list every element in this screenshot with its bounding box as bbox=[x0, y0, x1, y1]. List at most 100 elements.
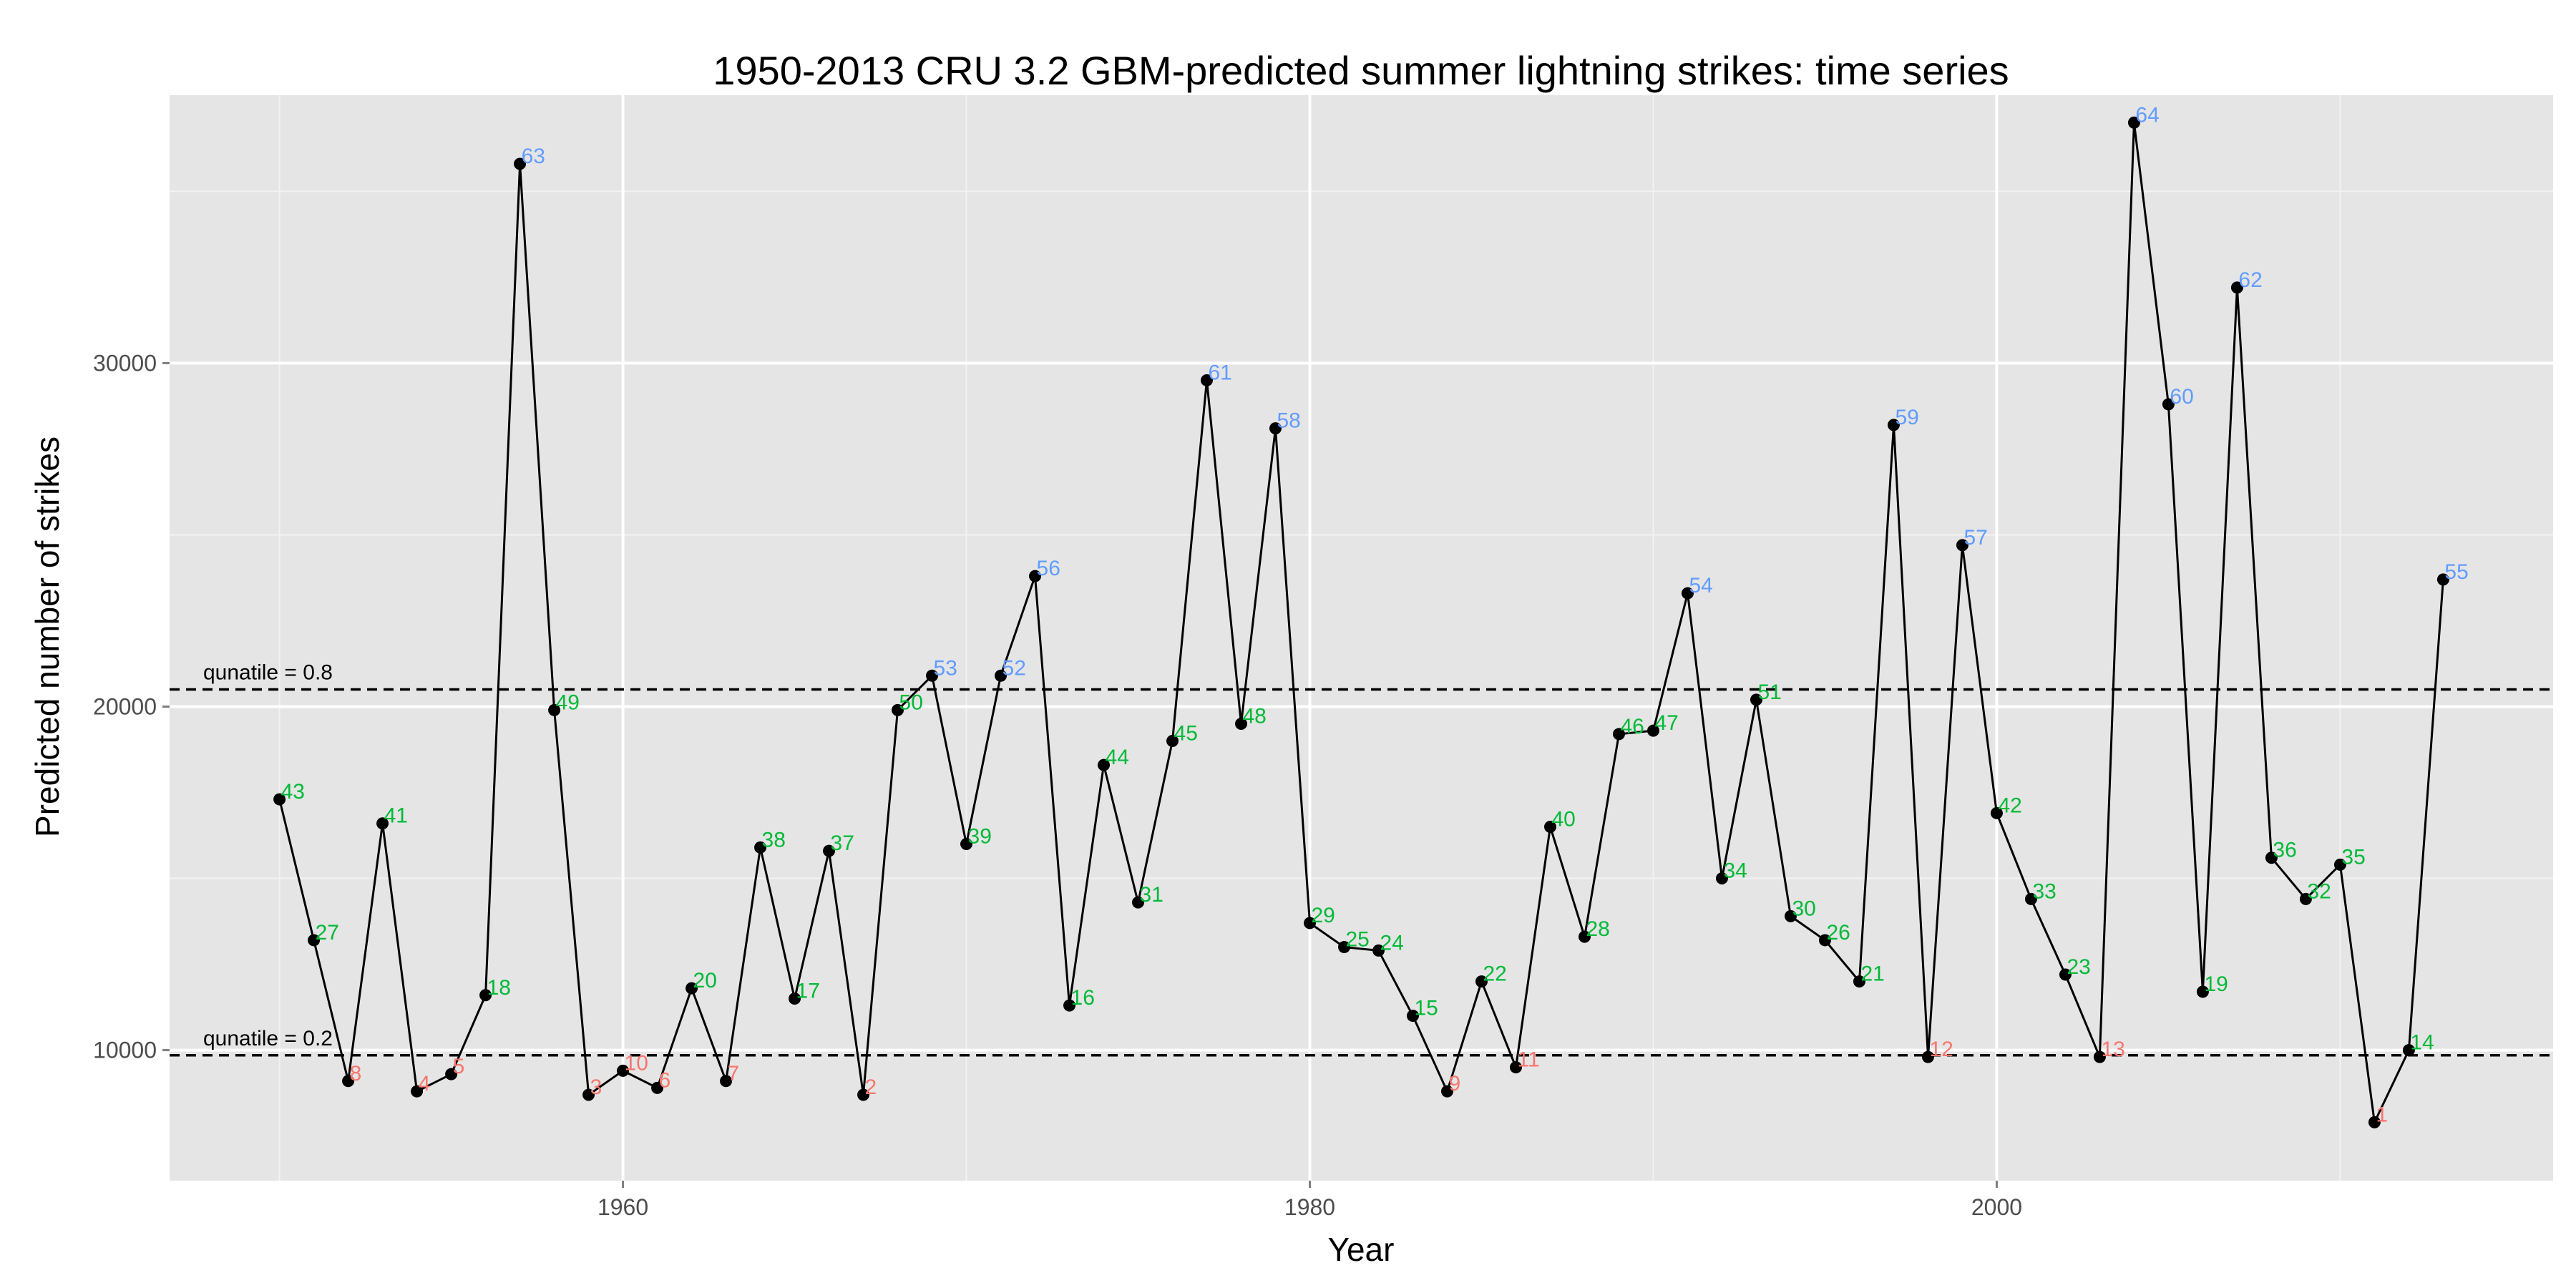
data-label: 13 bbox=[2101, 1038, 2124, 1061]
data-label: 25 bbox=[1346, 928, 1370, 952]
data-point bbox=[1818, 934, 1831, 947]
data-label: 51 bbox=[1757, 680, 1781, 704]
data-label: 16 bbox=[1071, 986, 1095, 1010]
data-point bbox=[1029, 570, 1042, 582]
y-tick-label: 30000 bbox=[93, 350, 157, 376]
data-label: 14 bbox=[2410, 1031, 2434, 1055]
data-label: 56 bbox=[1037, 557, 1060, 580]
data-label: 32 bbox=[2307, 879, 2331, 903]
data-label: 4 bbox=[419, 1072, 431, 1096]
data-label: 54 bbox=[1689, 574, 1712, 597]
data-point bbox=[2059, 968, 2072, 981]
data-point bbox=[1543, 821, 1556, 834]
data-label: 39 bbox=[968, 825, 992, 849]
data-point bbox=[2230, 281, 2243, 294]
data-label: 38 bbox=[762, 828, 786, 852]
data-label: 29 bbox=[1312, 904, 1335, 927]
data-label: 63 bbox=[522, 145, 545, 168]
data-point bbox=[2333, 858, 2346, 871]
data-label: 62 bbox=[2238, 268, 2262, 292]
data-point bbox=[995, 669, 1008, 682]
data-label: 42 bbox=[1998, 794, 2021, 817]
data-point bbox=[926, 669, 939, 682]
x-axis-title: Year bbox=[1328, 1231, 1395, 1268]
data-label: 27 bbox=[316, 921, 339, 945]
quantile-reference-label: qunatile = 0.8 bbox=[203, 661, 333, 685]
data-label: 11 bbox=[1517, 1048, 1539, 1072]
x-tick-label: 1980 bbox=[1284, 1194, 1335, 1220]
data-label: 20 bbox=[693, 969, 717, 992]
data-point bbox=[1612, 728, 1625, 741]
data-point bbox=[2402, 1044, 2415, 1057]
data-point bbox=[548, 703, 561, 716]
data-point bbox=[1715, 872, 1728, 885]
data-label: 61 bbox=[1209, 361, 1232, 384]
data-point bbox=[1440, 1085, 1453, 1098]
data-point bbox=[1406, 1010, 1419, 1023]
data-label: 36 bbox=[2273, 839, 2296, 862]
data-point bbox=[2368, 1116, 2381, 1128]
series-line bbox=[278, 122, 2444, 1126]
data-point bbox=[308, 934, 321, 947]
data-point bbox=[1750, 693, 1762, 706]
data-label: 22 bbox=[1483, 962, 1506, 986]
data-label: 45 bbox=[1174, 722, 1198, 746]
data-point bbox=[1578, 930, 1591, 943]
data-point bbox=[720, 1075, 733, 1088]
data-label: 1 bbox=[2376, 1103, 2388, 1126]
data-label: 57 bbox=[1963, 526, 1987, 550]
data-label: 52 bbox=[1002, 656, 1026, 680]
data-point bbox=[1681, 587, 1694, 600]
data-label: 59 bbox=[1895, 406, 1918, 429]
data-point bbox=[1646, 724, 1659, 737]
data-label: 40 bbox=[1551, 808, 1575, 831]
data-point bbox=[2093, 1050, 2106, 1063]
data-label: 37 bbox=[831, 831, 854, 855]
data-label: 21 bbox=[1860, 962, 1884, 986]
data-label: 18 bbox=[487, 976, 511, 1000]
data-point bbox=[1098, 758, 1111, 771]
data-point bbox=[1166, 735, 1179, 748]
plot-panel bbox=[170, 95, 2553, 1181]
data-point bbox=[1921, 1050, 1934, 1063]
data-point bbox=[1990, 806, 2003, 819]
data-point bbox=[686, 982, 698, 995]
reference-lines: qunatile = 0.8 qunatile = 0.2 bbox=[170, 661, 2553, 1057]
y-axis-title: Predicted number of strikes bbox=[29, 436, 66, 837]
data-point bbox=[1887, 419, 1900, 431]
data-point bbox=[2436, 573, 2449, 586]
data-point bbox=[1304, 917, 1317, 930]
data-label: 23 bbox=[2067, 955, 2090, 979]
data-point bbox=[1372, 944, 1385, 957]
x-tick-label: 2000 bbox=[1971, 1194, 2022, 1220]
data-point bbox=[1784, 909, 1797, 922]
data-label: 8 bbox=[350, 1062, 362, 1085]
data-label: 26 bbox=[1826, 921, 1850, 945]
data-label: 24 bbox=[1380, 931, 1403, 955]
data-point bbox=[2162, 398, 2175, 411]
data-label: 17 bbox=[796, 980, 820, 1003]
data-label: 15 bbox=[1414, 997, 1438, 1020]
data-point bbox=[2299, 892, 2312, 905]
data-label: 50 bbox=[899, 691, 923, 714]
data-point bbox=[479, 989, 492, 1002]
y-axis: 10000 20000 30000 bbox=[93, 350, 170, 1063]
data-point bbox=[2265, 852, 2278, 864]
data-label: 35 bbox=[2341, 845, 2365, 869]
data-point bbox=[273, 793, 286, 806]
data-label: 44 bbox=[1106, 746, 1129, 769]
data-label: 46 bbox=[1620, 715, 1644, 738]
x-axis: 1960 1980 2000 bbox=[597, 1181, 2022, 1220]
data-label: 5 bbox=[453, 1055, 465, 1078]
data-point bbox=[582, 1088, 595, 1101]
data-point bbox=[342, 1075, 355, 1088]
data-label: 49 bbox=[556, 691, 580, 714]
data-label: 30 bbox=[1792, 897, 1815, 920]
series: 4327841451863493106207381737250533952561… bbox=[273, 103, 2469, 1128]
data-point bbox=[1956, 539, 1968, 552]
data-label: 12 bbox=[1929, 1038, 1953, 1061]
data-point bbox=[960, 838, 973, 851]
data-label: 41 bbox=[384, 804, 408, 828]
y-tick-label: 20000 bbox=[93, 694, 157, 720]
data-label: 43 bbox=[281, 780, 305, 804]
